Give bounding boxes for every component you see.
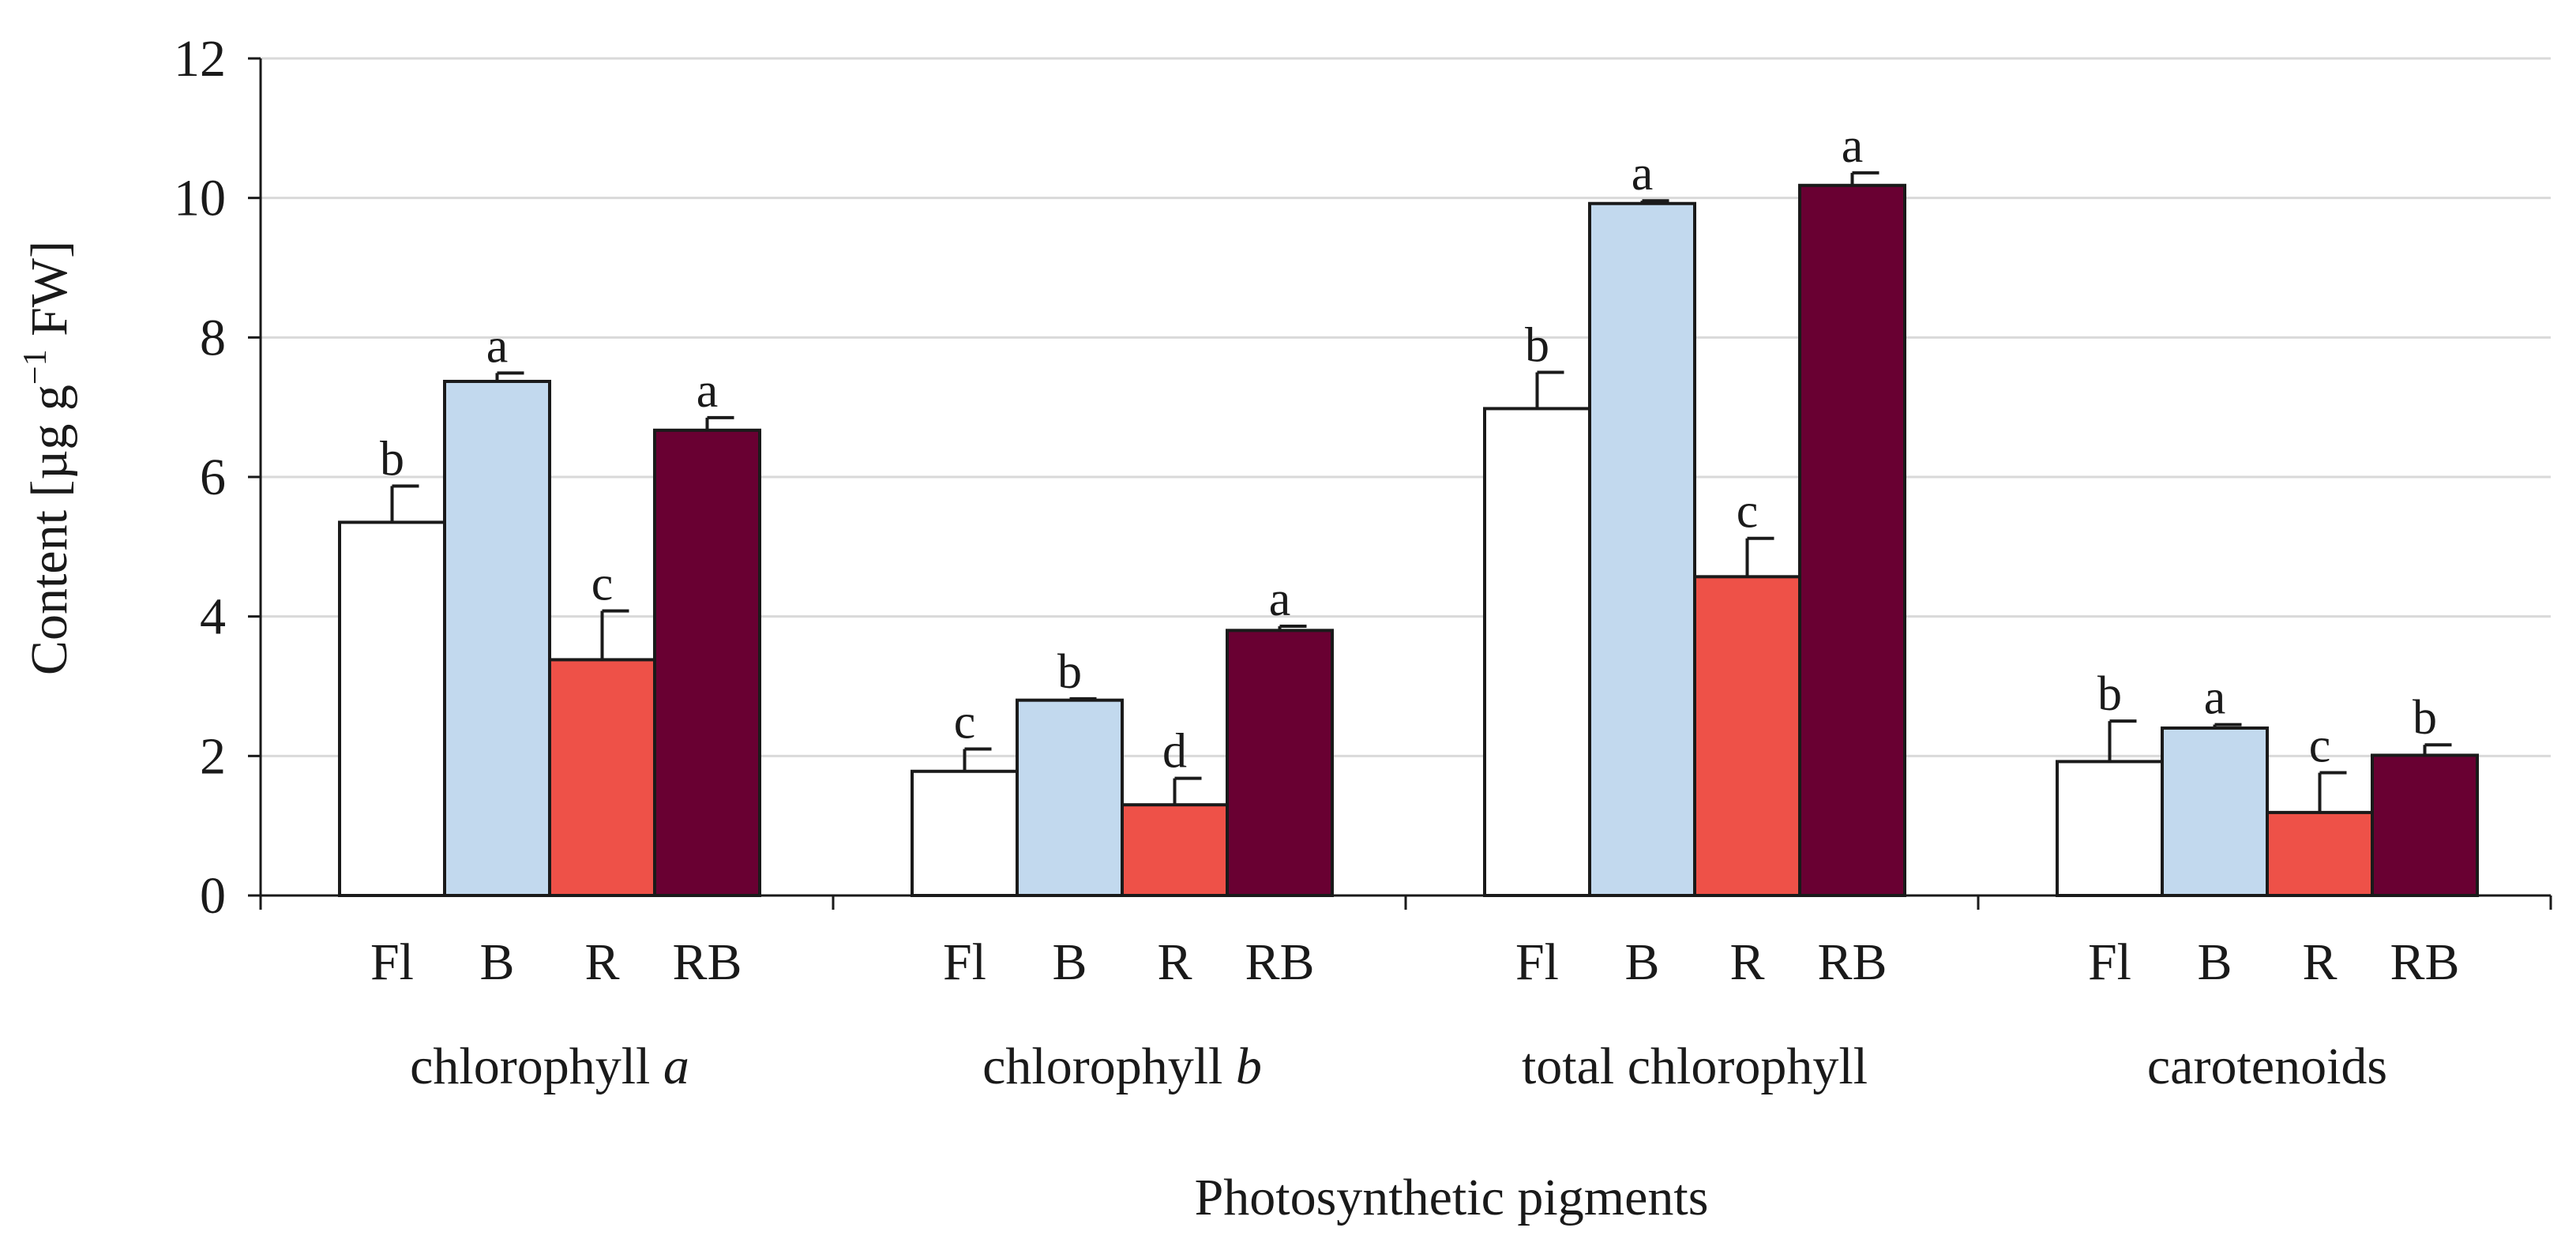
significance-letter: a	[2204, 671, 2226, 725]
group-label: chlorophyll a	[410, 1038, 689, 1095]
x-category-label: R	[584, 933, 619, 991]
y-tick-label: 10	[174, 170, 226, 227]
y-tick-label: 0	[200, 867, 226, 925]
group-label: carotenoids	[2147, 1038, 2387, 1095]
y-tick-label: 4	[200, 588, 226, 646]
x-category-label: Fl	[2088, 933, 2131, 991]
significance-letter: a	[486, 319, 509, 373]
significance-letter: c	[591, 558, 614, 611]
group-label: chlorophyll b	[982, 1038, 1262, 1095]
x-category-label: R	[1157, 933, 1192, 991]
significance-letter: a	[1269, 573, 1291, 626]
x-axis-title: Photosynthetic pigments	[1195, 1169, 1709, 1226]
bar-fl	[2056, 760, 2164, 898]
x-category-label: R	[1729, 933, 1764, 991]
group-label-text: carotenoids	[2147, 1038, 2387, 1095]
bar-b	[1016, 698, 1124, 898]
significance-letter: a	[697, 364, 719, 418]
grid-lines	[261, 57, 2551, 757]
bar-b	[1588, 201, 1696, 897]
axes	[248, 57, 2552, 910]
x-category-label: RB	[2390, 933, 2459, 991]
x-category-label: RB	[1817, 933, 1887, 991]
group-label-italic: b	[1236, 1038, 1262, 1095]
x-category-label: RB	[672, 933, 742, 991]
significance-letter: b	[380, 432, 404, 486]
group-label-text: chlorophyll	[982, 1038, 1236, 1095]
group-label-italic: a	[663, 1038, 689, 1095]
bars	[338, 171, 2479, 898]
x-category-label: Fl	[1515, 933, 1559, 991]
significance-letter: b	[2413, 691, 2437, 745]
bar-b	[2161, 726, 2269, 897]
bar-r	[1693, 575, 1801, 897]
x-category-label: R	[2302, 933, 2337, 991]
bar-rb	[653, 428, 761, 897]
significance-letter: a	[1632, 147, 1654, 201]
x-category-label: B	[1052, 933, 1087, 991]
group-label-text: chlorophyll	[410, 1038, 663, 1095]
significance-letter: c	[2309, 719, 2331, 773]
x-category-label: B	[1624, 933, 1659, 991]
x-category-label: B	[2197, 933, 2232, 991]
bar-rb	[1226, 629, 1334, 897]
group-label: total chlorophyll	[1522, 1038, 1868, 1095]
y-tick-label: 12	[174, 30, 226, 88]
significance-letter: b	[1525, 319, 1549, 373]
x-category-label: B	[479, 933, 514, 991]
y-axis-title-suffix: FW]	[21, 241, 78, 349]
bar-r	[2266, 810, 2374, 897]
y-tick-label: 8	[200, 309, 226, 366]
significance-letter: a	[1842, 119, 1864, 173]
y-axis-title-prefix: Content [µg g	[21, 385, 78, 675]
y-tick-label: 6	[200, 449, 226, 506]
significance-letter: c	[1737, 485, 1759, 539]
y-tick-label: 2	[200, 727, 226, 785]
bar-rb	[1798, 183, 1906, 897]
group-label-text: total chlorophyll	[1522, 1038, 1868, 1095]
bar-fl	[338, 520, 446, 898]
x-category-label: RB	[1245, 933, 1314, 991]
significance-letter: d	[1162, 725, 1187, 779]
bar-r	[548, 658, 656, 898]
bar-fl	[911, 769, 1019, 897]
y-axis-title-superscript: −1	[17, 349, 54, 385]
x-category-label: Fl	[370, 933, 414, 991]
significance-letter: b	[1057, 645, 1082, 699]
bar-fl	[1483, 407, 1591, 897]
bar-rb	[2371, 753, 2479, 898]
x-category-label: Fl	[943, 933, 986, 991]
significance-letter: b	[2097, 667, 2122, 721]
bar-r	[1121, 803, 1229, 898]
y-axis-title: Content [µg g−1 FW]	[17, 241, 78, 675]
bar-b	[443, 379, 551, 897]
significance-letter: c	[954, 696, 976, 749]
